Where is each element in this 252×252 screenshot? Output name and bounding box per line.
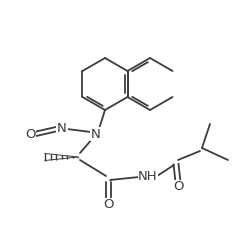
Text: N: N: [91, 128, 101, 141]
Text: O: O: [25, 128, 35, 141]
Text: O: O: [103, 199, 113, 211]
Text: O: O: [173, 180, 183, 194]
Text: NH: NH: [138, 171, 158, 183]
Text: N: N: [57, 121, 67, 135]
